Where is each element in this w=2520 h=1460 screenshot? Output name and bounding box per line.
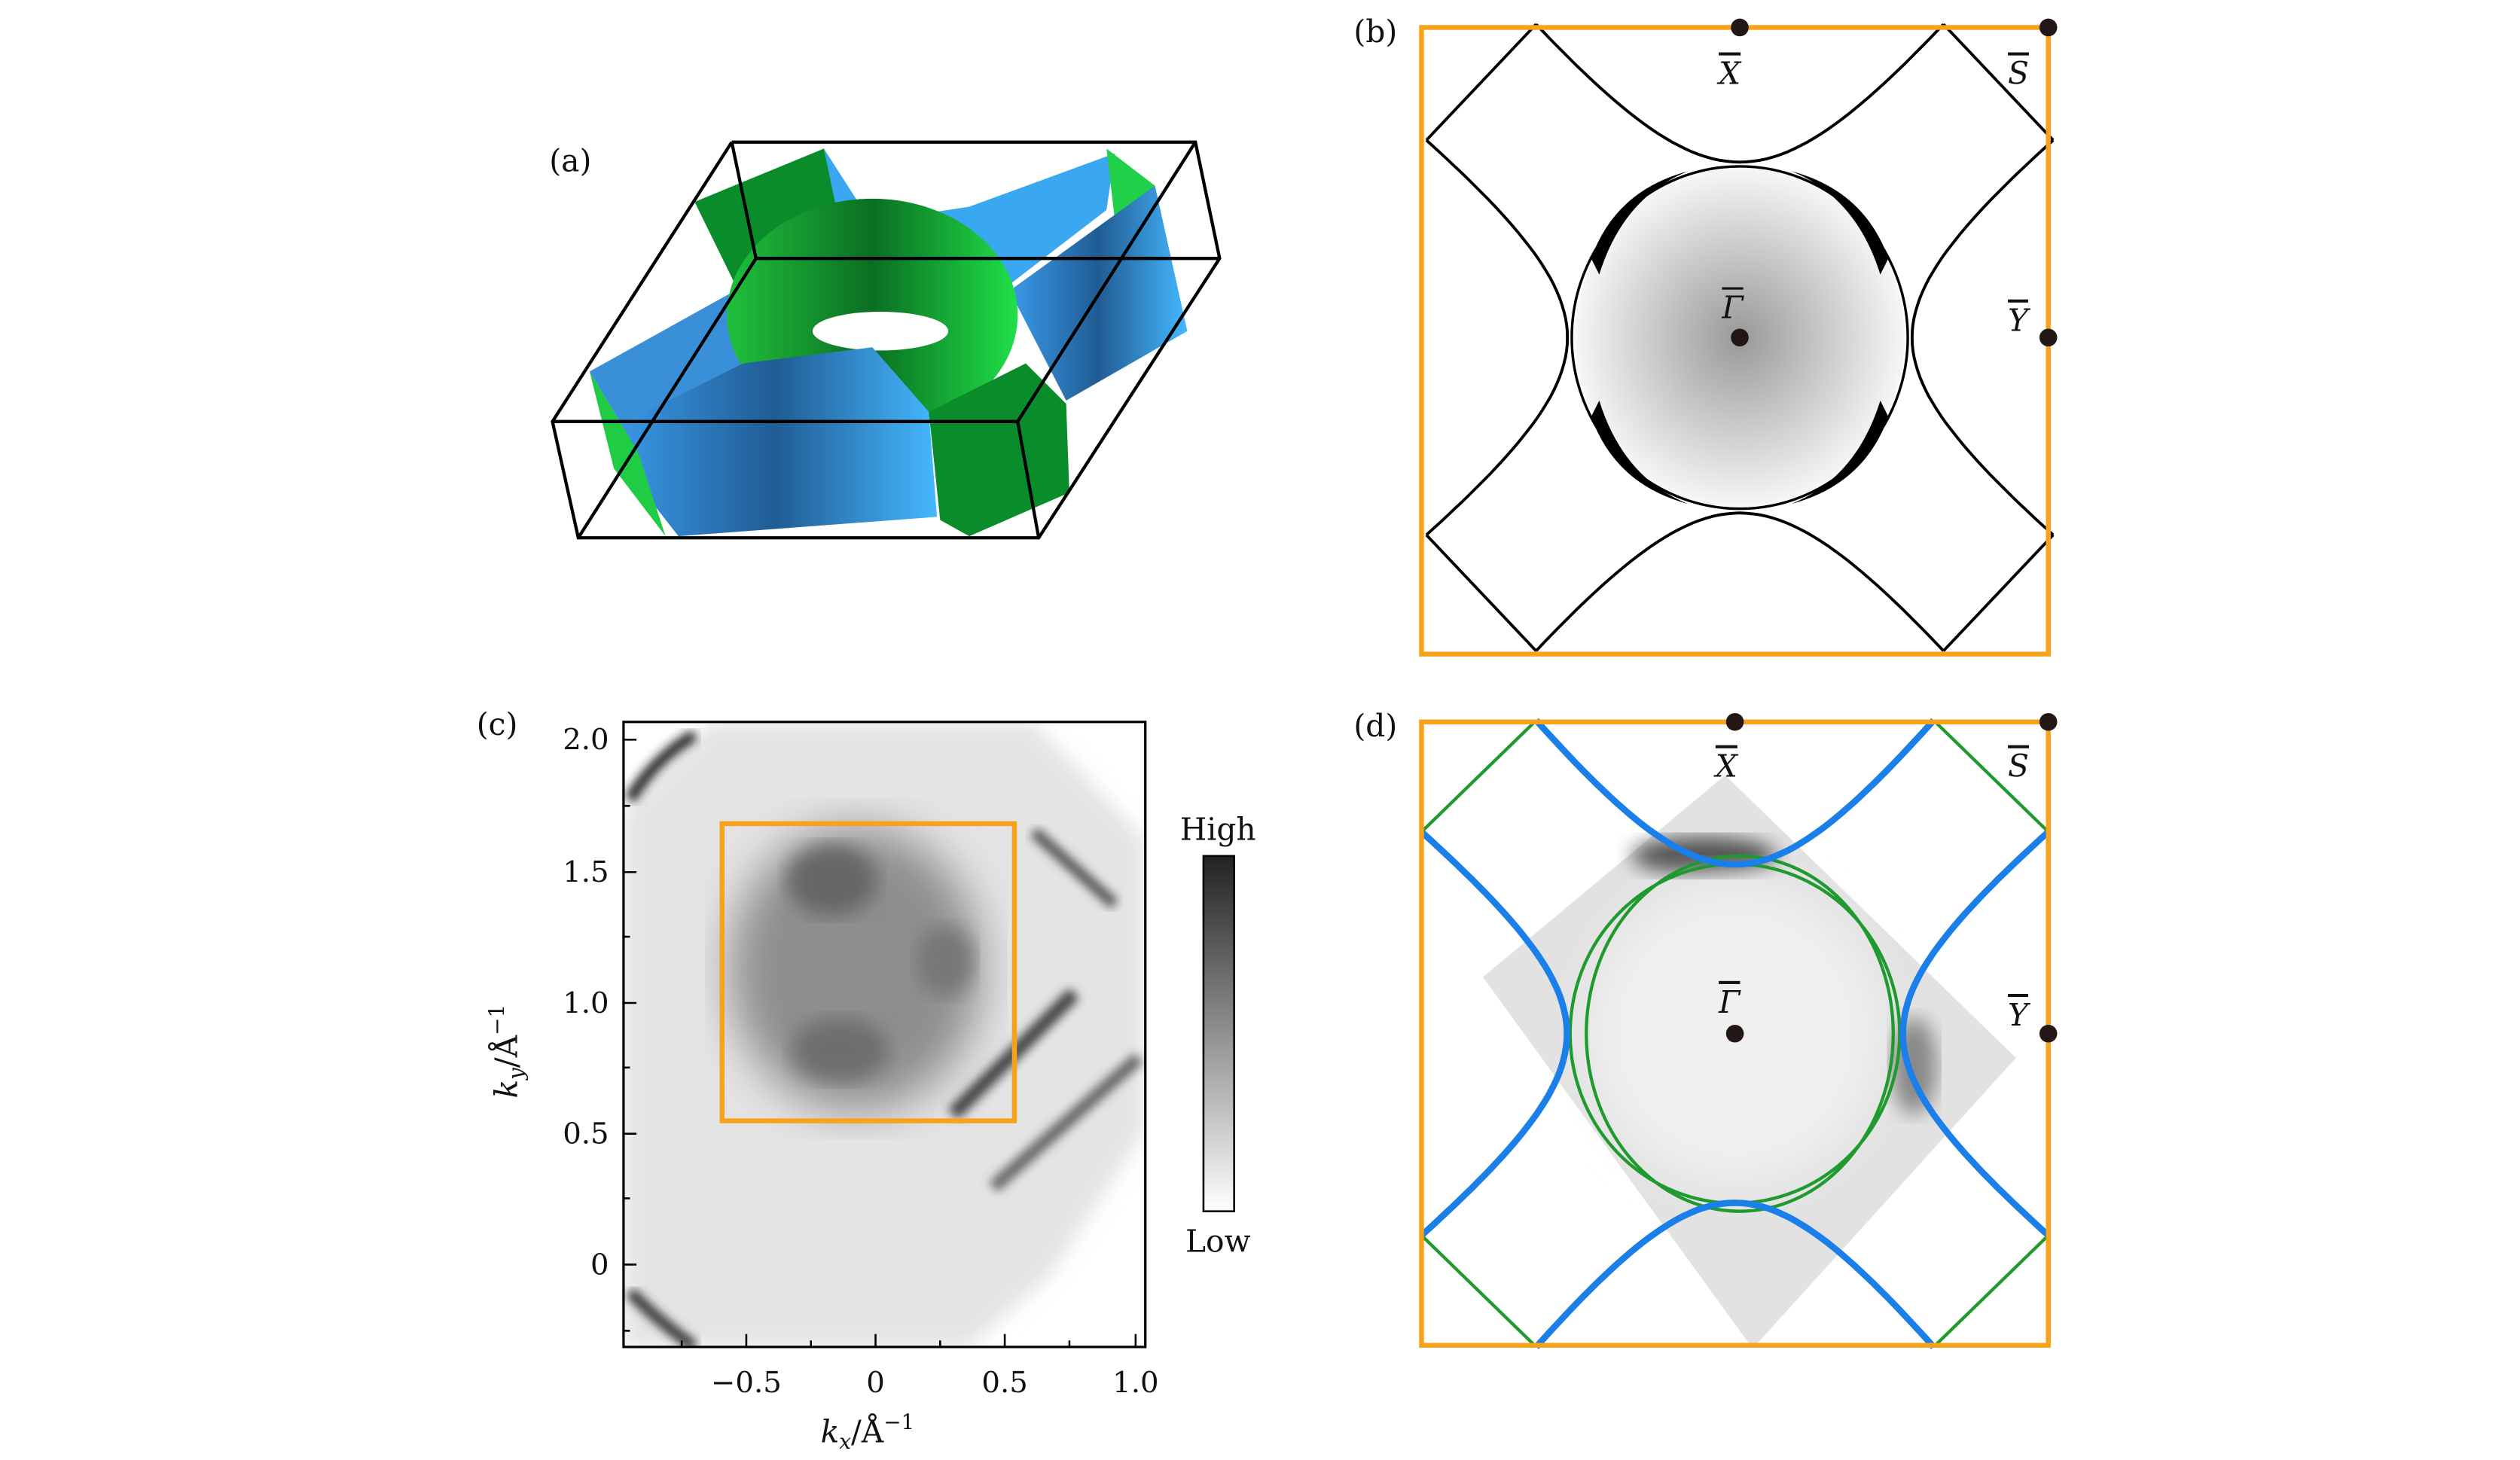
y-point-dot: [2039, 328, 2058, 347]
gamma-point-dot: [1731, 328, 1749, 347]
panel-d-bands: [1419, 718, 2051, 1349]
band-hyperbola-left: [1425, 139, 1570, 536]
panel-d-overlay: (d) X S Y Γ: [1353, 708, 2058, 1349]
cylinder-hole: [812, 311, 949, 351]
panel-d-label: (d): [1353, 708, 1397, 744]
band-corner-edge: [1420, 1234, 1538, 1349]
green-sheet-back: [694, 148, 844, 294]
x-tick-label: 0: [866, 1366, 885, 1400]
panel-b-calculated-fermi-surface: (b) X S Y Γ: [1353, 14, 2058, 657]
colorbar-low-label: Low: [1185, 1223, 1251, 1259]
gamma-point-dot: [1725, 1024, 1744, 1043]
green-sheet-back-right: [1106, 148, 1155, 218]
s-point-dot: [2039, 712, 2058, 731]
panel-a-fermi-surface-3d: (a): [549, 140, 1222, 540]
arpes-intensity-map: [623, 721, 1146, 1347]
y-tick-label: 0.5: [563, 1117, 609, 1151]
panel-c-label: (c): [477, 706, 518, 742]
panel-b-bands: [1425, 23, 2055, 652]
y-tick-label: 0: [590, 1248, 609, 1282]
x-point-label: X: [1716, 56, 1742, 92]
y-point-label: Y: [2008, 303, 2031, 339]
axis-ticks: [623, 739, 1137, 1347]
green-gamma-pocket-inner: [1585, 854, 1895, 1213]
x-tick-label: 0.5: [981, 1366, 1027, 1400]
band-corner-edge: [1425, 23, 1537, 142]
x-tick-label: 1.0: [1112, 1366, 1158, 1400]
band-hyperbola-right: [1910, 139, 2055, 536]
band-hyperbola-top: [1533, 718, 1936, 868]
x-tick-labels: −0.5 0 0.5 1.0: [711, 1366, 1158, 1400]
x-point-dot: [1725, 712, 1744, 731]
band-hyperbola-bottom: [1533, 1199, 1936, 1349]
band-corner-edge: [1932, 1234, 2050, 1349]
plot-frame: [622, 721, 1147, 1349]
gamma-pocket-outline: [1570, 165, 1909, 511]
x-tick-label: −0.5: [711, 1366, 782, 1400]
blue-sheet-left: [589, 291, 760, 453]
y-point-dot: [2039, 1024, 2058, 1043]
x-axis-label: kx/Å−1: [821, 1410, 915, 1454]
colorbar: [1202, 855, 1235, 1212]
y-tick-labels: 2.0 1.5 1.0 0.5 0: [563, 723, 609, 1282]
band-hyperbola-bottom: [1535, 511, 1945, 652]
band-hyperbola-top: [1535, 23, 1945, 164]
y-tick-label: 1.0: [563, 986, 609, 1020]
colorbar-high-label: High: [1180, 811, 1256, 847]
y-axis-label: ky/Å−1: [484, 1004, 529, 1099]
blue-sheet-front: [614, 347, 938, 537]
x-point-dot: [1731, 18, 1749, 37]
s-point-dot: [2039, 18, 2058, 37]
band-corner-edge: [1932, 719, 2050, 834]
band-corner-edge: [1425, 534, 1537, 652]
gamma-point-label: Γ: [1718, 984, 1741, 1020]
gamma-point-label: Γ: [1721, 290, 1744, 326]
green-sheet-front: [929, 363, 1069, 537]
y-point-label: Y: [2008, 997, 2031, 1033]
bz-overlay-frame: [719, 821, 1017, 1123]
s-point-label: S: [2008, 748, 2029, 785]
panel-c-arpes-map: (c) −0.5 0 0.5: [477, 706, 1256, 1454]
s-point-label: S: [2008, 56, 2029, 92]
panel-a-label: (a): [549, 142, 591, 178]
x-point-label: X: [1713, 748, 1739, 785]
band-hyperbola-left: [1419, 829, 1570, 1238]
band-corner-edge: [1420, 719, 1538, 834]
band-hyperbola-right: [1899, 829, 2051, 1238]
y-tick-label: 2.0: [563, 723, 609, 757]
y-tick-label: 1.5: [563, 855, 609, 889]
brillouin-zone-box: [551, 140, 1222, 540]
band-corner-edge: [1942, 534, 2055, 652]
green-sheet-front-left: [589, 371, 666, 537]
panel-b-label: (b): [1353, 14, 1397, 50]
band-corner-edge: [1942, 23, 2055, 142]
